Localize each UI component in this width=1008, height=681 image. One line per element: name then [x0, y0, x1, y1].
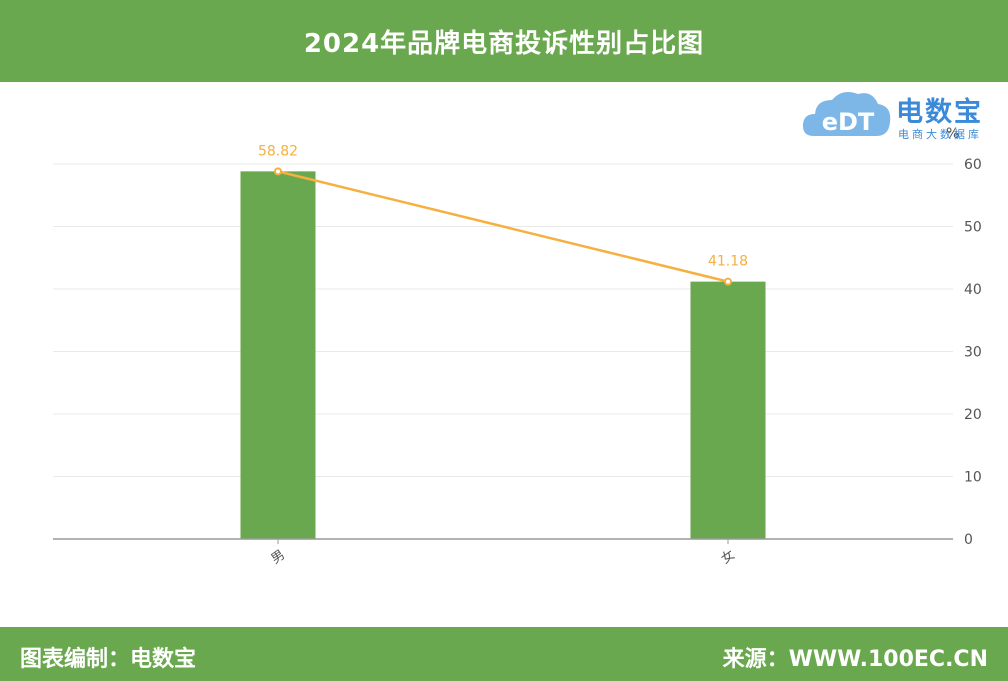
line-point — [724, 277, 732, 286]
logo: eDT 电数宝 电商大数据库 — [800, 84, 1005, 146]
cloud-logo-icon: eDT — [802, 92, 891, 136]
footer-bar: 图表编制：电数宝 来源：WWW.100EC.CN — [0, 627, 1008, 681]
footer-source: 来源：WWW.100EC.CN — [722, 647, 988, 672]
data-label: 58.82 — [258, 143, 298, 159]
logo-mark: eDT — [822, 108, 875, 136]
logo-name: 电数宝 — [896, 97, 983, 128]
data-label: 41.18 — [708, 254, 748, 270]
y-tick-label: 20 — [964, 407, 982, 423]
line-point — [274, 167, 282, 176]
y-tick-label: 60 — [964, 157, 982, 173]
y-tick-label: 10 — [964, 470, 982, 486]
logo-subtitle: 电商大数据库 — [898, 128, 982, 141]
chart-title: 2024年品牌电商投诉性别占比图 — [303, 28, 705, 59]
header-bar: 2024年品牌电商投诉性别占比图 — [0, 0, 1008, 82]
y-tick-label: 50 — [964, 220, 982, 236]
y-tick-label: 0 — [964, 532, 973, 548]
bar — [240, 171, 316, 539]
series-line — [277, 170, 729, 283]
footer-credit: 图表编制：电数宝 — [20, 647, 197, 672]
y-tick-label: 40 — [964, 282, 982, 298]
bar — [690, 281, 766, 539]
y-axis-label: % — [946, 126, 959, 142]
y-tick-label: 30 — [964, 345, 982, 361]
x-tick-label: 女 — [718, 547, 738, 568]
x-tick-label: 男 — [269, 548, 288, 568]
